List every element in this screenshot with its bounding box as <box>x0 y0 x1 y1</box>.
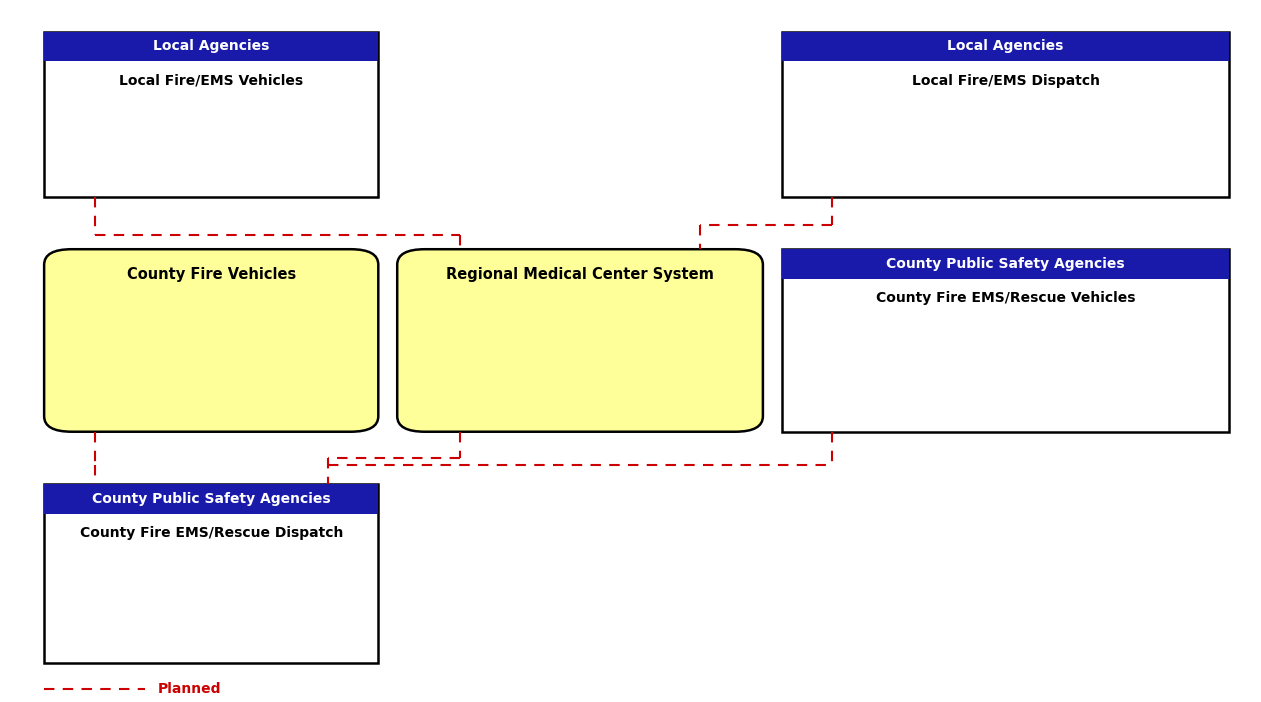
Text: County Public Safety Agencies: County Public Safety Agencies <box>886 257 1125 271</box>
Text: County Public Safety Agencies: County Public Safety Agencies <box>92 492 330 506</box>
Text: County Fire Vehicles: County Fire Vehicles <box>126 267 296 282</box>
Bar <box>782 32 1229 61</box>
Text: Planned: Planned <box>158 682 221 696</box>
Text: Local Fire/EMS Vehicles: Local Fire/EMS Vehicles <box>119 74 304 88</box>
Bar <box>44 484 378 514</box>
Bar <box>44 32 378 197</box>
Text: Local Agencies: Local Agencies <box>153 39 270 53</box>
Text: County Fire EMS/Rescue Dispatch: County Fire EMS/Rescue Dispatch <box>79 526 343 541</box>
Bar <box>782 249 1229 279</box>
Text: Regional Medical Center System: Regional Medical Center System <box>446 267 714 282</box>
FancyBboxPatch shape <box>397 249 763 432</box>
Text: Local Agencies: Local Agencies <box>947 39 1064 53</box>
Text: County Fire EMS/Rescue Vehicles: County Fire EMS/Rescue Vehicles <box>876 291 1135 305</box>
Text: Local Fire/EMS Dispatch: Local Fire/EMS Dispatch <box>912 74 1100 88</box>
Bar <box>44 484 378 663</box>
Bar <box>782 32 1229 197</box>
Bar <box>44 32 378 61</box>
FancyBboxPatch shape <box>44 249 378 432</box>
Bar <box>782 249 1229 432</box>
